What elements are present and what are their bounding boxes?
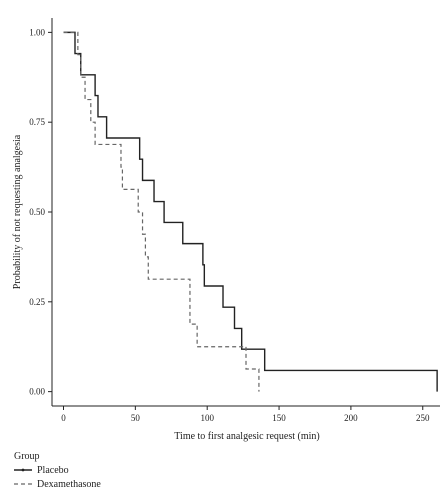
y-axis-title: Probability of not requesting analgesia bbox=[12, 134, 23, 289]
y-tick-label: 0.75 bbox=[29, 117, 45, 127]
series-line-dexamethasone bbox=[63, 31, 260, 392]
legend-label-dexamethasone: Dexamethasone bbox=[37, 479, 101, 490]
x-tick-label: 250 bbox=[416, 413, 430, 423]
y-tick-label: 0.25 bbox=[29, 297, 45, 307]
legend-title: Group bbox=[14, 451, 40, 462]
x-tick-label: 50 bbox=[131, 413, 141, 423]
series-line-placebo bbox=[63, 31, 438, 392]
legend: Group Placebo Dexamethasone bbox=[14, 451, 101, 490]
legend-item-dexamethasone: Dexamethasone bbox=[14, 479, 101, 490]
x-tick-label: 100 bbox=[200, 413, 214, 423]
x-axis-title: Time to first analgesic request (min) bbox=[174, 431, 319, 442]
plot-lines bbox=[63, 31, 438, 392]
legend-item-placebo: Placebo bbox=[14, 465, 69, 476]
legend-label-placebo: Placebo bbox=[37, 465, 69, 476]
x-ticks: 0 50 100 150 200 250 bbox=[61, 406, 430, 423]
y-tick-label: 0.50 bbox=[29, 207, 45, 217]
x-tick-label: 0 bbox=[61, 413, 66, 423]
y-tick-label: 1.00 bbox=[29, 27, 45, 37]
legend-swatch-placebo-marker bbox=[21, 468, 25, 472]
x-tick-label: 150 bbox=[272, 413, 286, 423]
y-tick-label: 0.00 bbox=[29, 387, 45, 397]
x-tick-label: 200 bbox=[344, 413, 358, 423]
y-ticks: 0.00 0.25 0.50 0.75 1.00 bbox=[29, 27, 52, 397]
